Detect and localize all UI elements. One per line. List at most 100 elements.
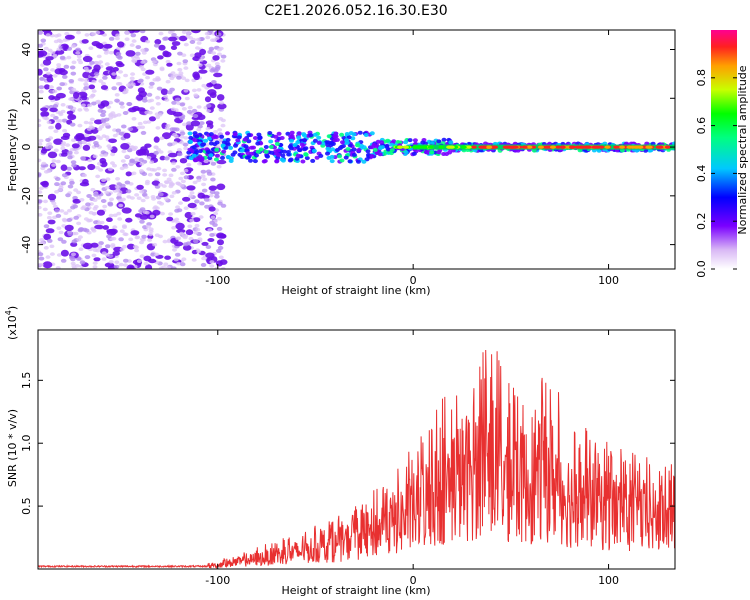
heatmap-cell: [144, 195, 150, 200]
heatmap-cell: [148, 116, 157, 122]
heatmap-cell: [151, 180, 161, 186]
heatmap-cell: [123, 73, 129, 78]
heatmap-cell: [339, 132, 345, 137]
heatmap-cell: [72, 195, 78, 200]
heatmap-cell: [61, 118, 68, 123]
heatmap-cell: [183, 66, 189, 70]
heatmap-cell: [83, 228, 90, 233]
heatmap-cell: [192, 114, 199, 118]
heatmap-cell: [56, 226, 62, 230]
heatmap-cell: [220, 54, 227, 59]
heatmap-cell: [122, 225, 127, 229]
heatmap-cell: [176, 261, 182, 266]
snr-multiplier-exp: 4: [4, 310, 13, 315]
heatmap-cell: [38, 30, 43, 35]
heatmap-cell: [38, 158, 42, 163]
heatmap-cell: [364, 157, 370, 162]
heatmap-cell: [205, 126, 211, 131]
heatmap-cell: [289, 134, 295, 139]
heatmap-cell: [269, 150, 275, 155]
heatmap-cell: [326, 134, 332, 139]
heatmap-cell: [71, 138, 76, 142]
heatmap-cell: [444, 152, 450, 156]
heatmap-cell: [60, 109, 66, 114]
heatmap-cell: [225, 142, 231, 147]
heatmap-cell: [153, 145, 159, 150]
heatmap-cell: [127, 127, 134, 132]
heatmap-cell: [163, 94, 168, 99]
heatmap-cell: [355, 143, 360, 148]
x-tick-label: -100: [205, 274, 230, 287]
heatmap-cell: [214, 147, 220, 152]
heatmap-cell: [182, 142, 189, 147]
heatmap-cell: [334, 148, 340, 152]
heatmap-peak: [585, 145, 592, 149]
heatmap-cell: [66, 55, 72, 60]
heatmap-cell: [196, 249, 202, 254]
snr-line: [38, 349, 675, 569]
heatmap-cell: [197, 192, 206, 199]
heatmap-cell: [95, 42, 104, 49]
heatmap-peak: [664, 145, 671, 149]
heatmap-cell: [47, 238, 53, 243]
heatmap-cell: [78, 227, 85, 232]
heatmap-cell: [218, 255, 224, 260]
x-tick-label: 100: [598, 274, 619, 287]
heatmap-cell: [58, 112, 64, 117]
x-tick-label: 0: [410, 274, 417, 287]
heatmap-cell: [181, 53, 187, 57]
heatmap-cell: [201, 182, 207, 187]
heatmap-cell: [90, 227, 96, 232]
heatmap-cell: [251, 145, 256, 150]
heatmap-cell: [40, 111, 50, 117]
heatmap-cell: [123, 132, 131, 139]
heatmap-cell: [96, 221, 102, 225]
heatmap-cell: [98, 79, 104, 83]
heatmap-cell: [177, 51, 183, 56]
heatmap-cell: [79, 182, 90, 187]
heatmap-cell: [172, 248, 177, 252]
heatmap-cell: [179, 171, 185, 176]
heatmap-cell: [116, 192, 122, 197]
heatmap-cell: [268, 139, 274, 144]
heatmap-cell: [174, 127, 180, 132]
heatmap-cell: [192, 71, 200, 79]
heatmap-cell: [344, 132, 350, 136]
heatmap-cell: [296, 131, 302, 136]
heatmap-cell: [170, 45, 178, 50]
heatmap-cell: [411, 151, 417, 156]
heatmap-cell: [179, 102, 186, 107]
heatmap-cell: [124, 37, 130, 41]
heatmap-cell: [61, 141, 67, 145]
heatmap-cell: [303, 146, 309, 151]
heatmap-cell: [225, 131, 230, 136]
heatmap-cell: [160, 88, 168, 96]
snr-x-label: Height of straight line (km): [281, 584, 430, 597]
heatmap-peak: [397, 145, 404, 149]
heatmap-cell: [110, 152, 116, 157]
heatmap-cell: [403, 140, 409, 145]
heatmap-cell: [53, 138, 63, 145]
heatmap-cell: [333, 131, 339, 136]
heatmap-cell: [107, 146, 113, 151]
heatmap-cell: [205, 252, 215, 259]
heatmap-cell: [216, 164, 222, 169]
heatmap-cell: [86, 127, 92, 131]
heatmap-peak: [604, 145, 611, 149]
heatmap-cell: [300, 159, 306, 164]
heatmap-cell: [121, 207, 132, 214]
heatmap-cell: [118, 237, 124, 242]
heatmap-cell: [117, 217, 123, 221]
heatmap-cell: [188, 36, 194, 40]
heatmap-cell: [67, 232, 74, 236]
heatmap-cell: [154, 252, 160, 257]
chart-title: C2E1.2026.052.16.30.E30: [264, 3, 447, 19]
heatmap-cell: [192, 158, 198, 163]
heatmap-cell: [325, 142, 331, 147]
heatmap-cell: [177, 152, 183, 157]
heatmap-cell: [196, 178, 202, 183]
heatmap-cell: [228, 159, 234, 163]
heatmap-cell: [193, 230, 199, 235]
heatmap-cell: [125, 189, 132, 194]
heatmap-cell: [46, 76, 54, 83]
